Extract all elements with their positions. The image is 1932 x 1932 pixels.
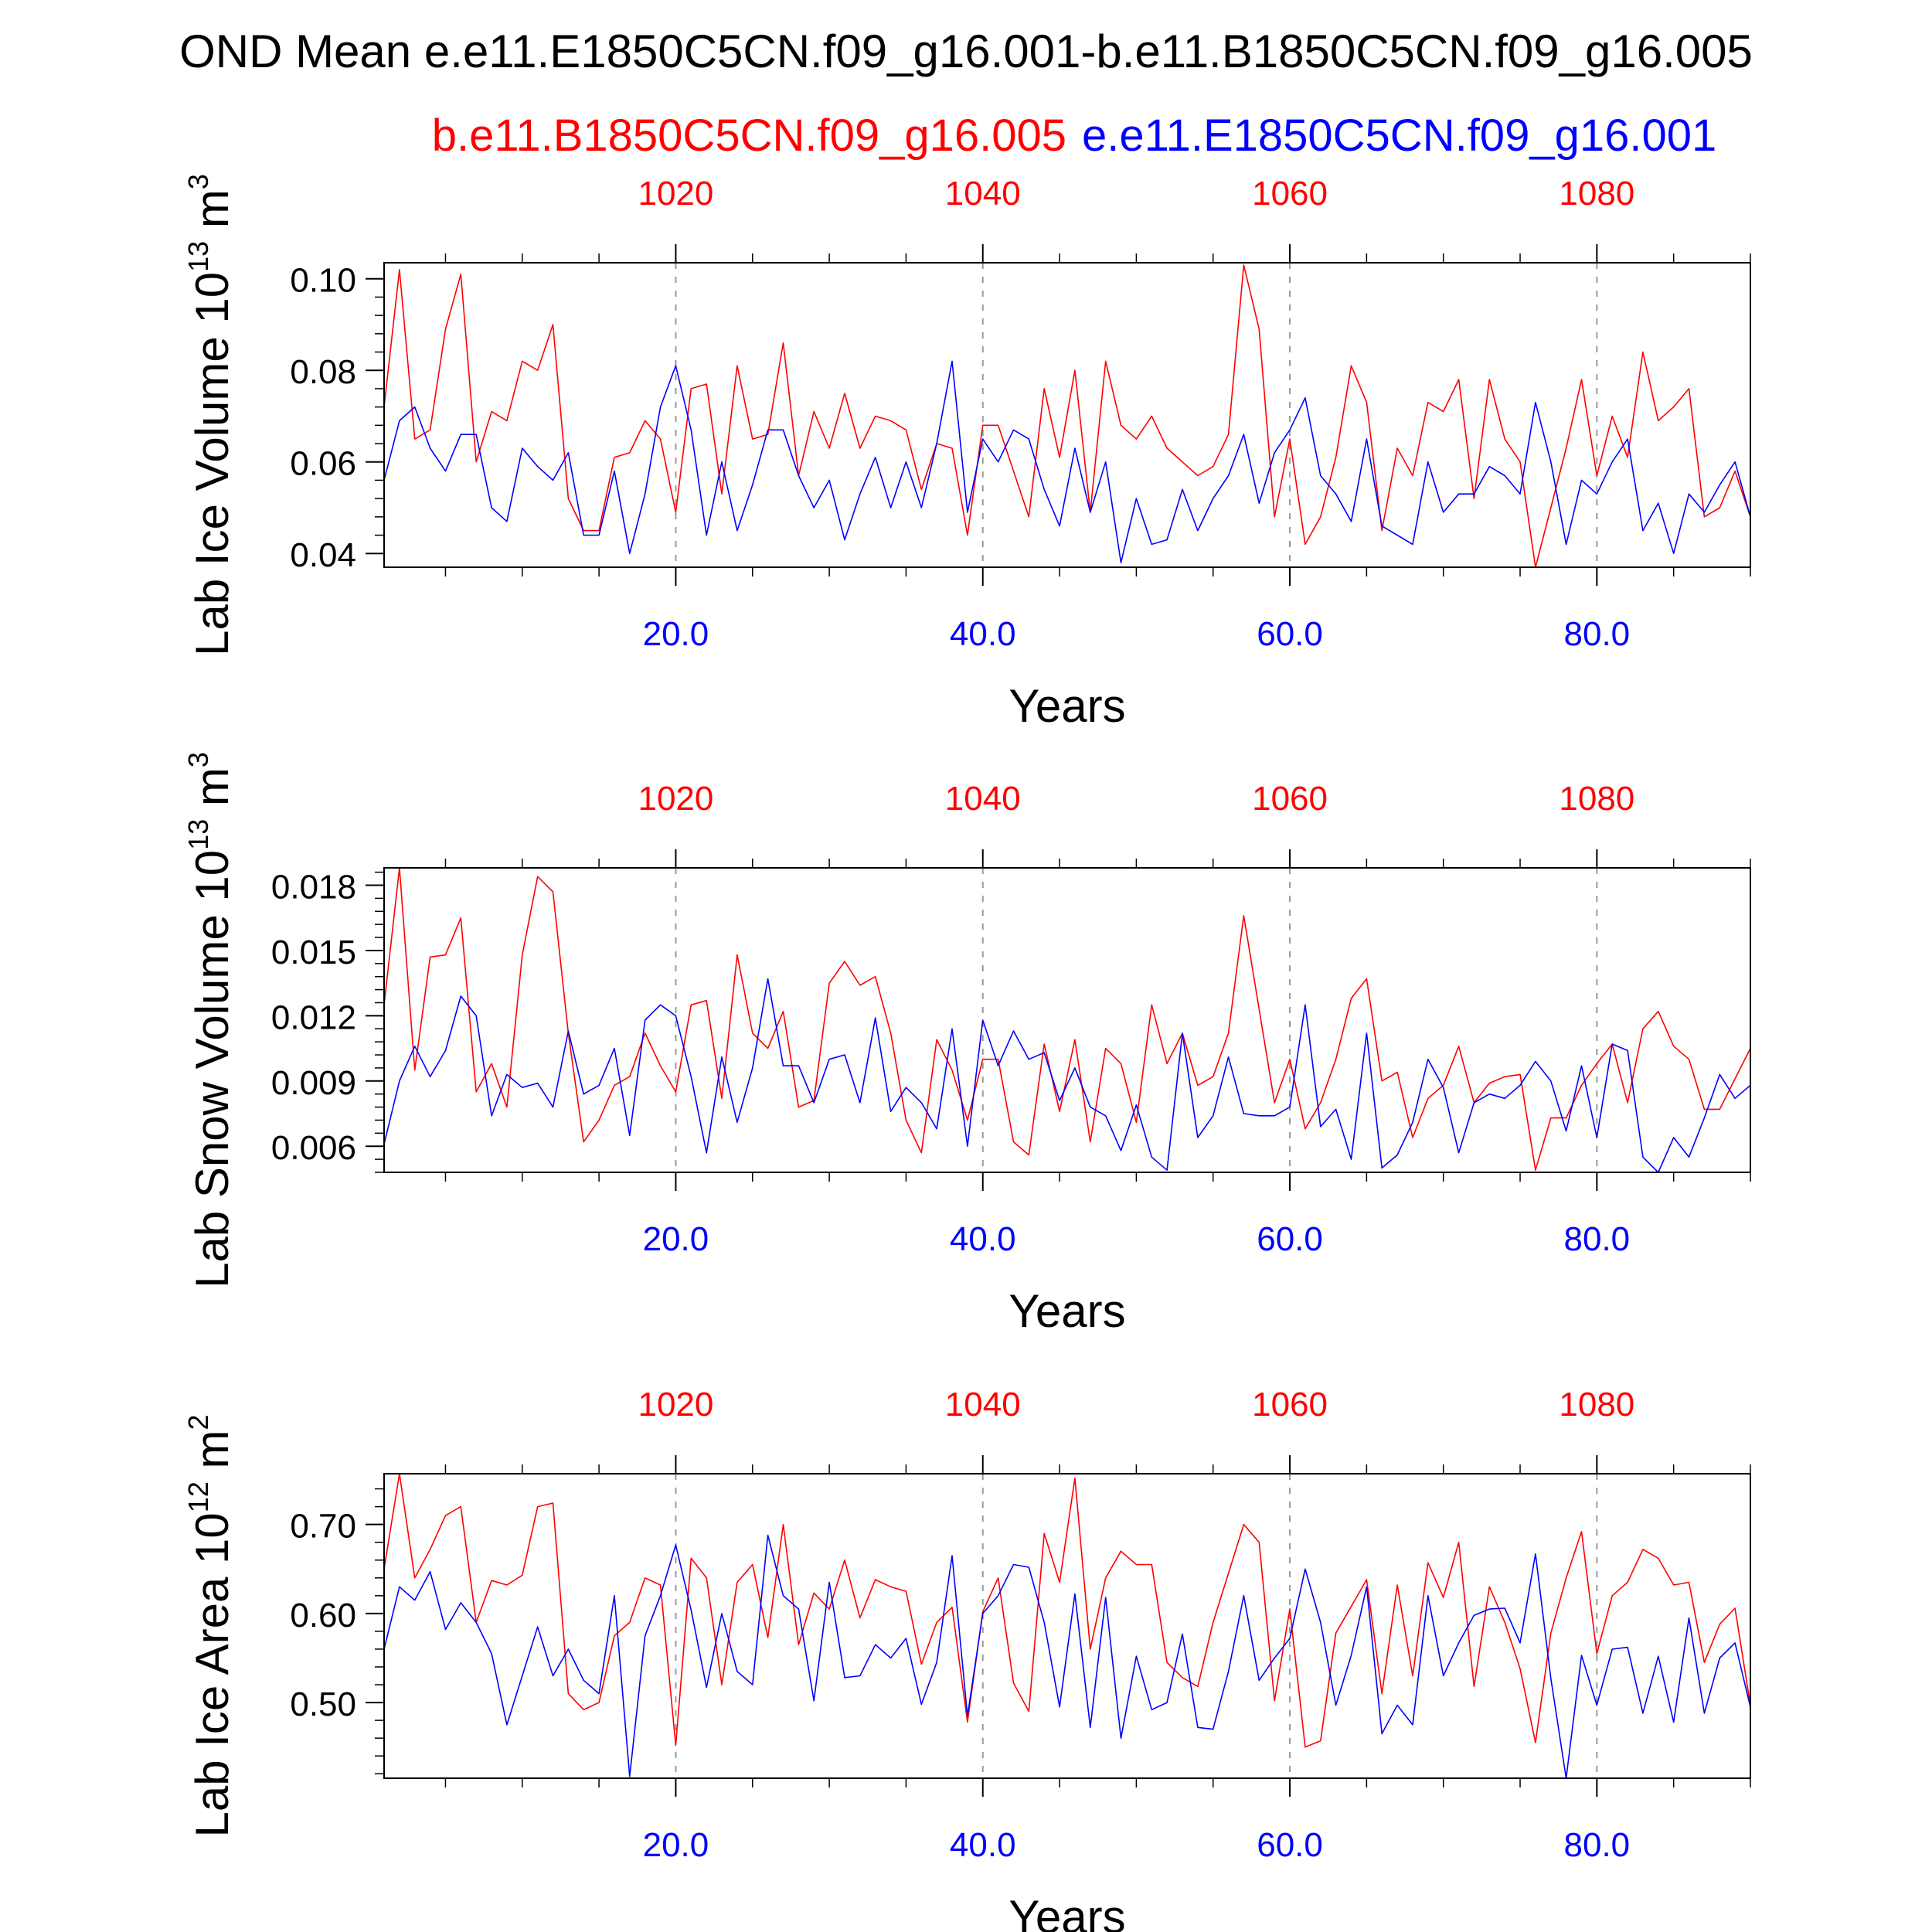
- legend-red-label: b.e11.B1850C5CN.f09_g16.005: [432, 111, 1066, 161]
- x-bottom-tick-label: 40.0: [950, 615, 1016, 653]
- series-line-red: [383, 264, 1751, 568]
- main-title: OND Mean e.e11.E1850C5CN.f09_g16.001-b.e…: [179, 26, 1753, 77]
- x-top-tick-label: 1020: [638, 1386, 713, 1423]
- chart-panels: 0.04 0.06 0.08 0.10 20.0 40.0 60.0 80.0 1020 1040…: [182, 174, 1751, 1932]
- y-axis-label-part: Lab Snow Volume 10: [186, 850, 238, 1288]
- y-tick-label: 0.60: [290, 1597, 356, 1634]
- x-bottom-tick-label: 40.0: [950, 1220, 1016, 1258]
- x-bottom-tick-label: 80.0: [1564, 1826, 1631, 1864]
- x-top-tick-label: 1080: [1559, 175, 1634, 213]
- y-tick-label: 0.006: [271, 1129, 356, 1167]
- x-bottom-tick-label: 60.0: [1257, 1220, 1323, 1258]
- x-axis-label: Years: [1009, 1891, 1125, 1932]
- x-top-tick-label: 1080: [1559, 1386, 1634, 1423]
- x-bottom-tick-label: 80.0: [1564, 1220, 1631, 1258]
- x-top-tick-label: 1080: [1559, 780, 1634, 818]
- x-top-tick-label: 1040: [945, 175, 1021, 213]
- series-line-blue: [383, 1534, 1751, 1779]
- y-tick-label: 0.015: [271, 934, 356, 971]
- x-top-tick-label: 1060: [1252, 175, 1328, 213]
- series-line-blue: [383, 360, 1751, 563]
- plot-frame: [383, 262, 1751, 568]
- x-top-tick-label: 1060: [1252, 1386, 1328, 1423]
- x-top-tick-label: 1040: [945, 780, 1021, 818]
- y-tick-label: 0.08: [290, 353, 356, 391]
- y-axis-label-part: m: [186, 767, 238, 819]
- panel-1: 0.04 0.06 0.08 0.10 20.0 40.0 60.0 80.0 1020 1040…: [182, 174, 1751, 732]
- y-axis-label-part: 13: [182, 819, 214, 850]
- y-tick-label: 0.018: [271, 869, 356, 906]
- y-axis-label-part: 12: [182, 1481, 214, 1512]
- x-bottom-tick-label: 80.0: [1564, 615, 1631, 653]
- y-tick-label: 0.012: [271, 998, 356, 1036]
- legend: b.e11.B1850C5CN.f09_g16.005 e.e11.E1850C…: [432, 111, 1716, 161]
- y-axis-label: Lab Ice Volume 1013 m3: [182, 174, 238, 656]
- series-line-red: [383, 1473, 1751, 1748]
- x-axis-label: Years: [1009, 1285, 1125, 1337]
- x-top-tick-label: 1020: [638, 175, 713, 213]
- y-axis-label: Lab Snow Volume 1013 m3: [182, 752, 238, 1288]
- x-top-tick-label: 1060: [1252, 780, 1328, 818]
- y-tick-label: 0.70: [290, 1508, 356, 1546]
- y-axis-label-part: Lab Ice Volume 10: [186, 272, 238, 656]
- series-line-blue: [383, 978, 1751, 1173]
- x-bottom-tick-label: 60.0: [1257, 615, 1323, 653]
- legend-blue-label: e.e11.E1850C5CN.f09_g16.001: [1082, 111, 1716, 161]
- x-bottom-tick-label: 20.0: [643, 1220, 709, 1258]
- panel-2: 0.006 0.009 0.012 0.015 0.018 20.0 40.0 60.0 80.…: [182, 752, 1751, 1337]
- y-axis-label: Lab Ice Area 1012 m2: [182, 1414, 238, 1837]
- y-tick-label: 0.50: [290, 1685, 356, 1723]
- y-axis-label-part: 3: [182, 752, 214, 767]
- y-tick-label: 0.10: [290, 262, 356, 300]
- y-axis-label-part: Lab Ice Area 10: [186, 1512, 238, 1837]
- y-axis-label-part: 2: [182, 1414, 214, 1430]
- plot-frame: [383, 1473, 1751, 1779]
- x-bottom-tick-label: 20.0: [643, 1826, 709, 1864]
- series-line-red: [383, 867, 1751, 1171]
- x-bottom-tick-label: 20.0: [643, 615, 709, 653]
- x-axis-label: Years: [1009, 680, 1125, 732]
- y-axis-label-part: m: [186, 1430, 238, 1482]
- panel-3: 0.50 0.60 0.70 20.0 40.0 60.0 80.0 1020 1040 1060…: [182, 1386, 1751, 1932]
- y-axis-label-part: m: [186, 189, 238, 241]
- x-bottom-tick-label: 40.0: [950, 1826, 1016, 1864]
- y-tick-label: 0.04: [290, 536, 356, 574]
- y-axis-label-part: 13: [182, 241, 214, 272]
- x-bottom-tick-label: 60.0: [1257, 1826, 1323, 1864]
- y-tick-label: 0.009: [271, 1064, 356, 1102]
- y-axis-label-part: 3: [182, 174, 214, 189]
- x-top-tick-label: 1040: [945, 1386, 1021, 1423]
- y-tick-label: 0.06: [290, 445, 356, 483]
- x-top-tick-label: 1020: [638, 780, 713, 818]
- plot-frame: [383, 867, 1751, 1173]
